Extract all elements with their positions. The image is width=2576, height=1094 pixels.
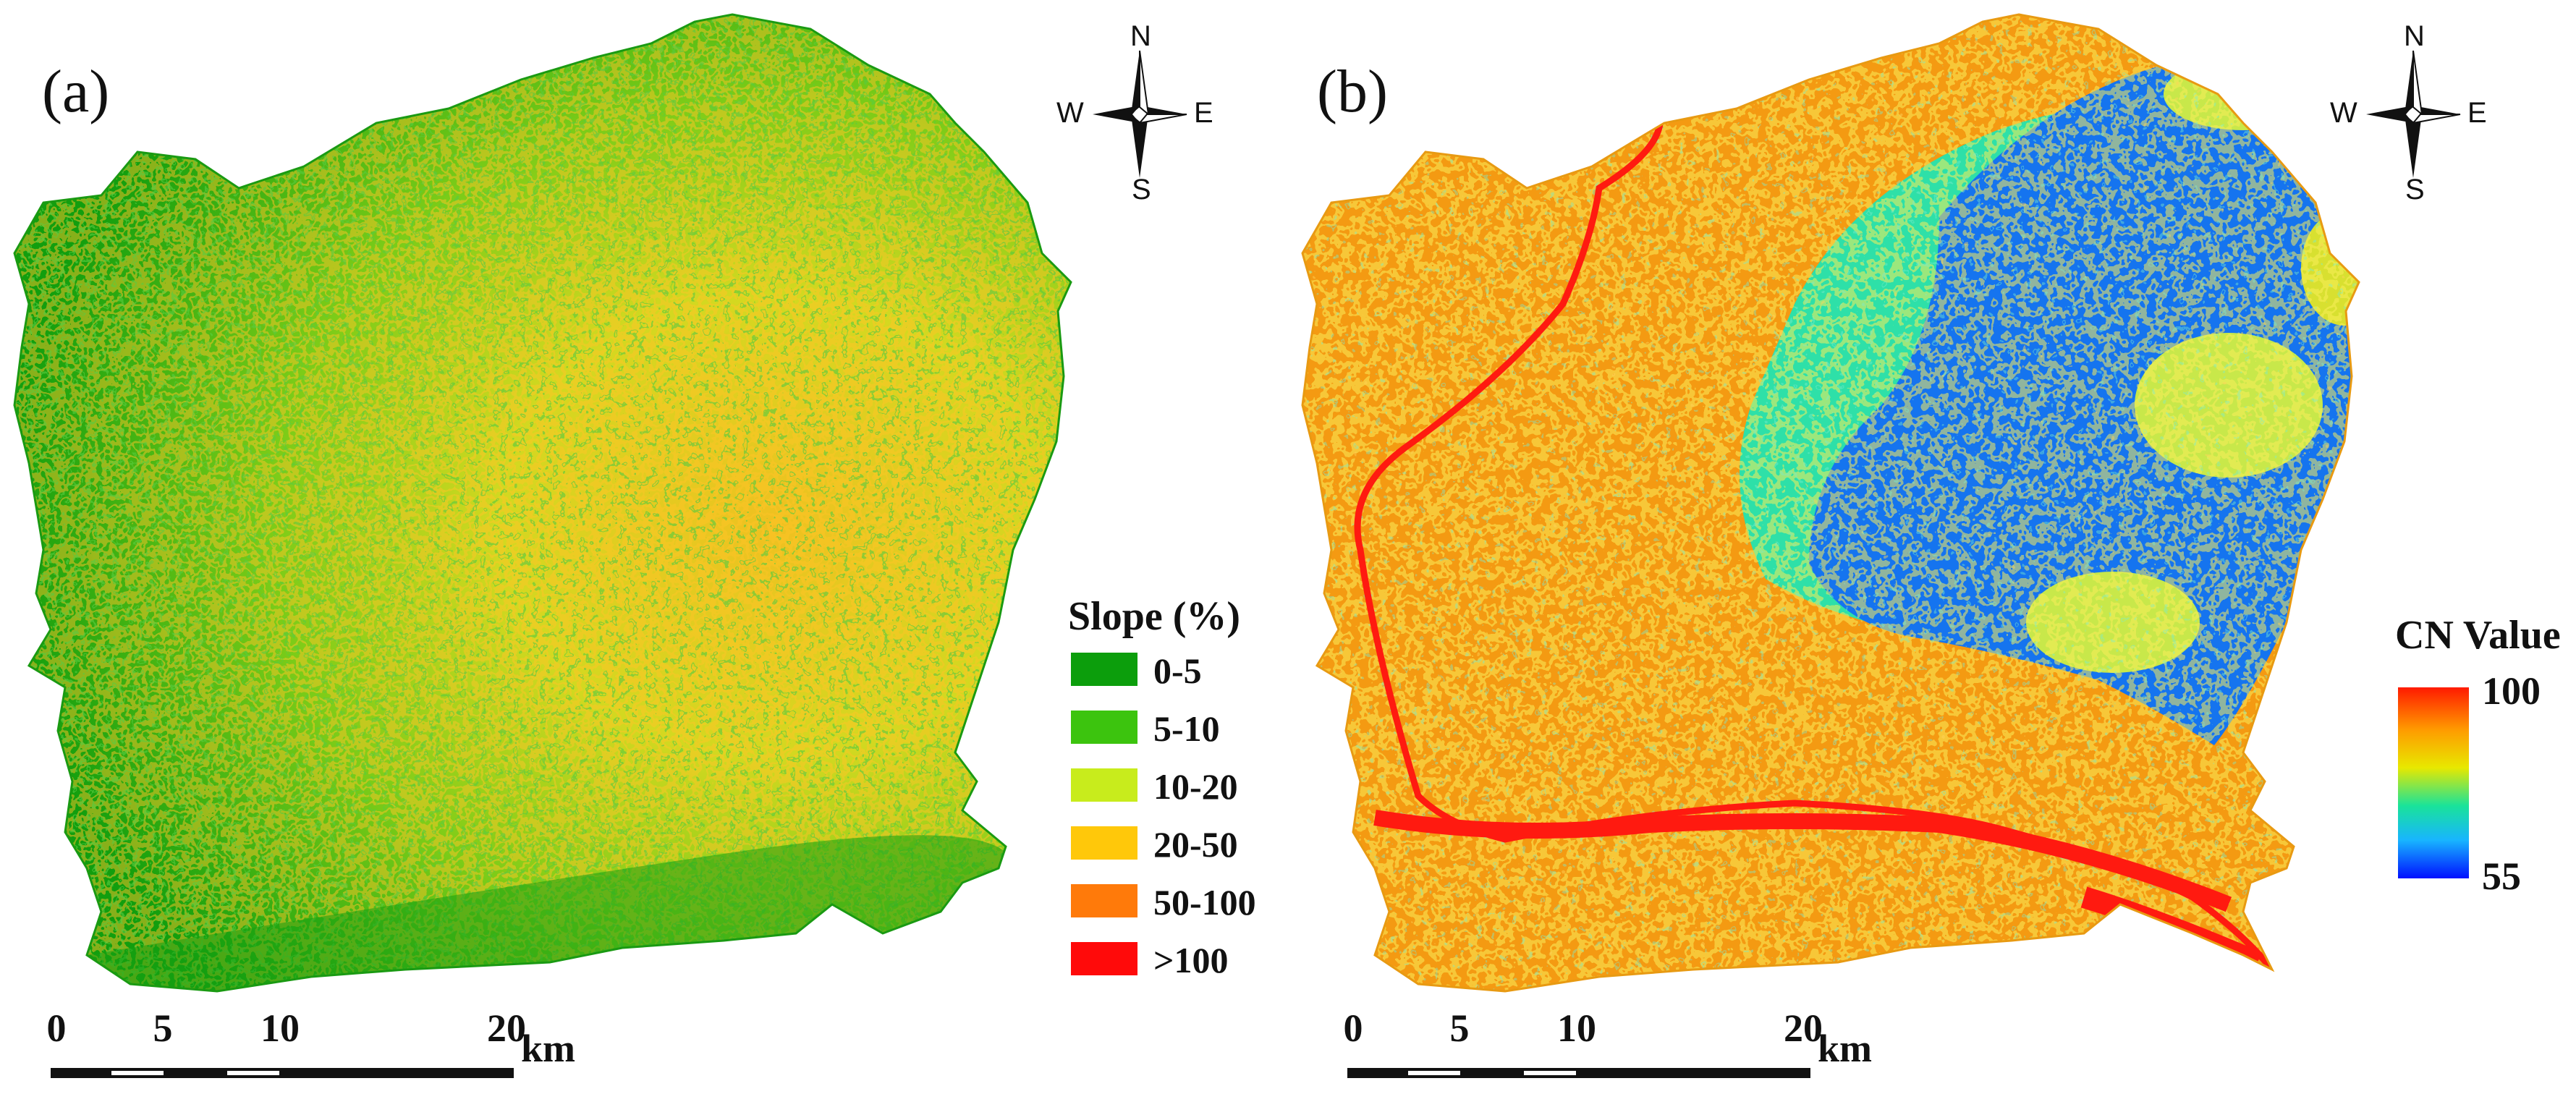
legend-swatch: [1071, 653, 1137, 686]
legend-swatch: [1071, 884, 1137, 917]
cn-legend-title: CN Value: [2395, 613, 2561, 658]
panel-label: (a): [42, 58, 110, 125]
scale-segment: [51, 1068, 109, 1078]
scale-segment: [282, 1068, 514, 1078]
compass-south: S: [2405, 174, 2425, 205]
cn-color-ramp: [2398, 687, 2469, 878]
scale-tick-5: 5: [1449, 1006, 1470, 1050]
compass-rose-icon: [2366, 50, 2461, 178]
scale-tick-20: 20: [487, 1006, 526, 1050]
scale-segment: [1347, 1068, 1405, 1078]
slope-map-panel: (a) N S W E Slope (%) 0-5 5-10 10-20 20-50 5…: [13, 13, 1256, 1085]
scale-segment: [1579, 1068, 1810, 1078]
legend-label: 50-100: [1153, 882, 1256, 923]
legend-label: 20-50: [1153, 824, 1238, 865]
scale-tick-20: 20: [1784, 1006, 1823, 1050]
scale-segment: [1521, 1068, 1579, 1078]
compass-west: W: [1056, 97, 1084, 129]
legend-label: 0-5: [1153, 650, 1202, 691]
compass-north: N: [2404, 20, 2425, 52]
slope-map: [13, 13, 1072, 993]
legend-swatch: [1071, 826, 1137, 860]
scale-segment: [1463, 1068, 1521, 1078]
scale-unit: km: [521, 1027, 576, 1070]
scale-segment: [224, 1068, 282, 1078]
scale-bar: 0 5 10 20 km: [1343, 1006, 1872, 1085]
legend-swatch: [1071, 711, 1137, 744]
north-arrow: N S W E: [1056, 20, 1213, 205]
scale-tick-0: 0: [46, 1006, 67, 1050]
compass-west: W: [2330, 97, 2357, 129]
scale-segment: [109, 1068, 166, 1078]
compass-south: S: [1132, 174, 1151, 205]
legend-label: >100: [1153, 940, 1229, 980]
cn-legend-min: 55: [2482, 855, 2521, 898]
compass-north: N: [1130, 20, 1151, 52]
cn-value-map: [1301, 13, 2360, 993]
scale-tick-10: 10: [260, 1006, 300, 1050]
compass-east: E: [2467, 97, 2487, 129]
scale-segment: [166, 1068, 224, 1078]
north-arrow: N S W E: [2330, 20, 2487, 205]
slope-legend-title: Slope (%): [1068, 594, 1240, 639]
legend-label: 10-20: [1153, 766, 1238, 807]
legend-swatch: [1071, 942, 1137, 975]
panel-label: (b): [1317, 58, 1388, 125]
cn-legend-max: 100: [2482, 669, 2541, 713]
compass-rose-icon: [1093, 50, 1187, 178]
legend-swatch: [1071, 768, 1137, 802]
scale-bar: 0 5 10 20 km: [47, 1006, 575, 1085]
scale-tick-0: 0: [1343, 1006, 1363, 1050]
scale-tick-10: 10: [1557, 1006, 1596, 1050]
compass-east: E: [1194, 97, 1213, 129]
scale-segment: [1405, 1068, 1463, 1078]
legend-label: 5-10: [1153, 708, 1220, 749]
cn-value-map-panel: (b) N S W E CN Value 100 55 0 5 10 20 km: [1288, 0, 2576, 1094]
scale-unit: km: [1818, 1027, 1873, 1070]
scale-tick-5: 5: [153, 1006, 173, 1050]
